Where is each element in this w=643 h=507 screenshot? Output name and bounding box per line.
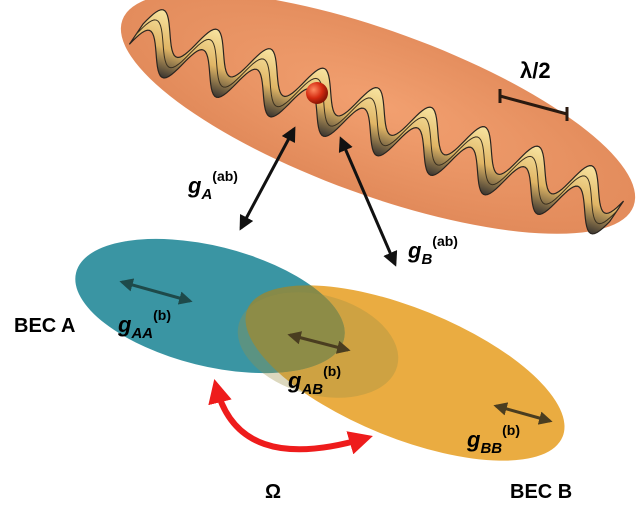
coupling-arrow-b [338, 136, 398, 267]
g-aa-arrow [119, 278, 193, 305]
lambda-half-label: λ/2 [520, 58, 551, 83]
g-ab-arrow [287, 331, 351, 354]
coupling-b-label: gB(ab) [407, 233, 458, 268]
bec-a-label: BEC A [14, 315, 75, 337]
optical-lattice-wave [128, 9, 625, 235]
bec-b-label: BEC B [510, 481, 572, 503]
coupling-arrow-a [239, 126, 296, 231]
g-aa-label: gAA(b) [117, 307, 171, 342]
lambda-scale-bar [498, 89, 569, 121]
impurity-atom [306, 82, 328, 104]
omega-label: Ω [265, 481, 281, 503]
coupling-a-label: gA(ab) [187, 168, 238, 203]
g-bb-label: gBB(b) [466, 422, 520, 457]
g-bb-arrow [493, 402, 553, 425]
bec-overlap-region [245, 285, 359, 398]
rabi-coupling-arrow [208, 379, 373, 455]
